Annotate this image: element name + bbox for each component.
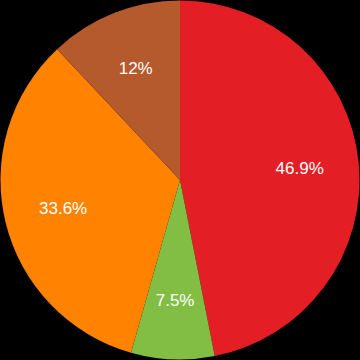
- background: [0, 0, 360, 360]
- data-labels: 46.9% 7.5% 33.6% 12%: [39, 59, 324, 310]
- data-label: 12%: [119, 59, 153, 78]
- data-label: 7.5%: [156, 291, 195, 310]
- pie-slice: [180, 1, 359, 357]
- pie-slice: [57, 1, 180, 181]
- data-label: 46.9%: [276, 159, 324, 178]
- pie-chart: 46.9% 7.5% 33.6% 12%: [0, 0, 360, 360]
- chart-container: 46.9% 7.5% 33.6% 12%: [0, 0, 360, 360]
- data-label: 33.6%: [39, 199, 87, 218]
- slices: [1, 1, 360, 360]
